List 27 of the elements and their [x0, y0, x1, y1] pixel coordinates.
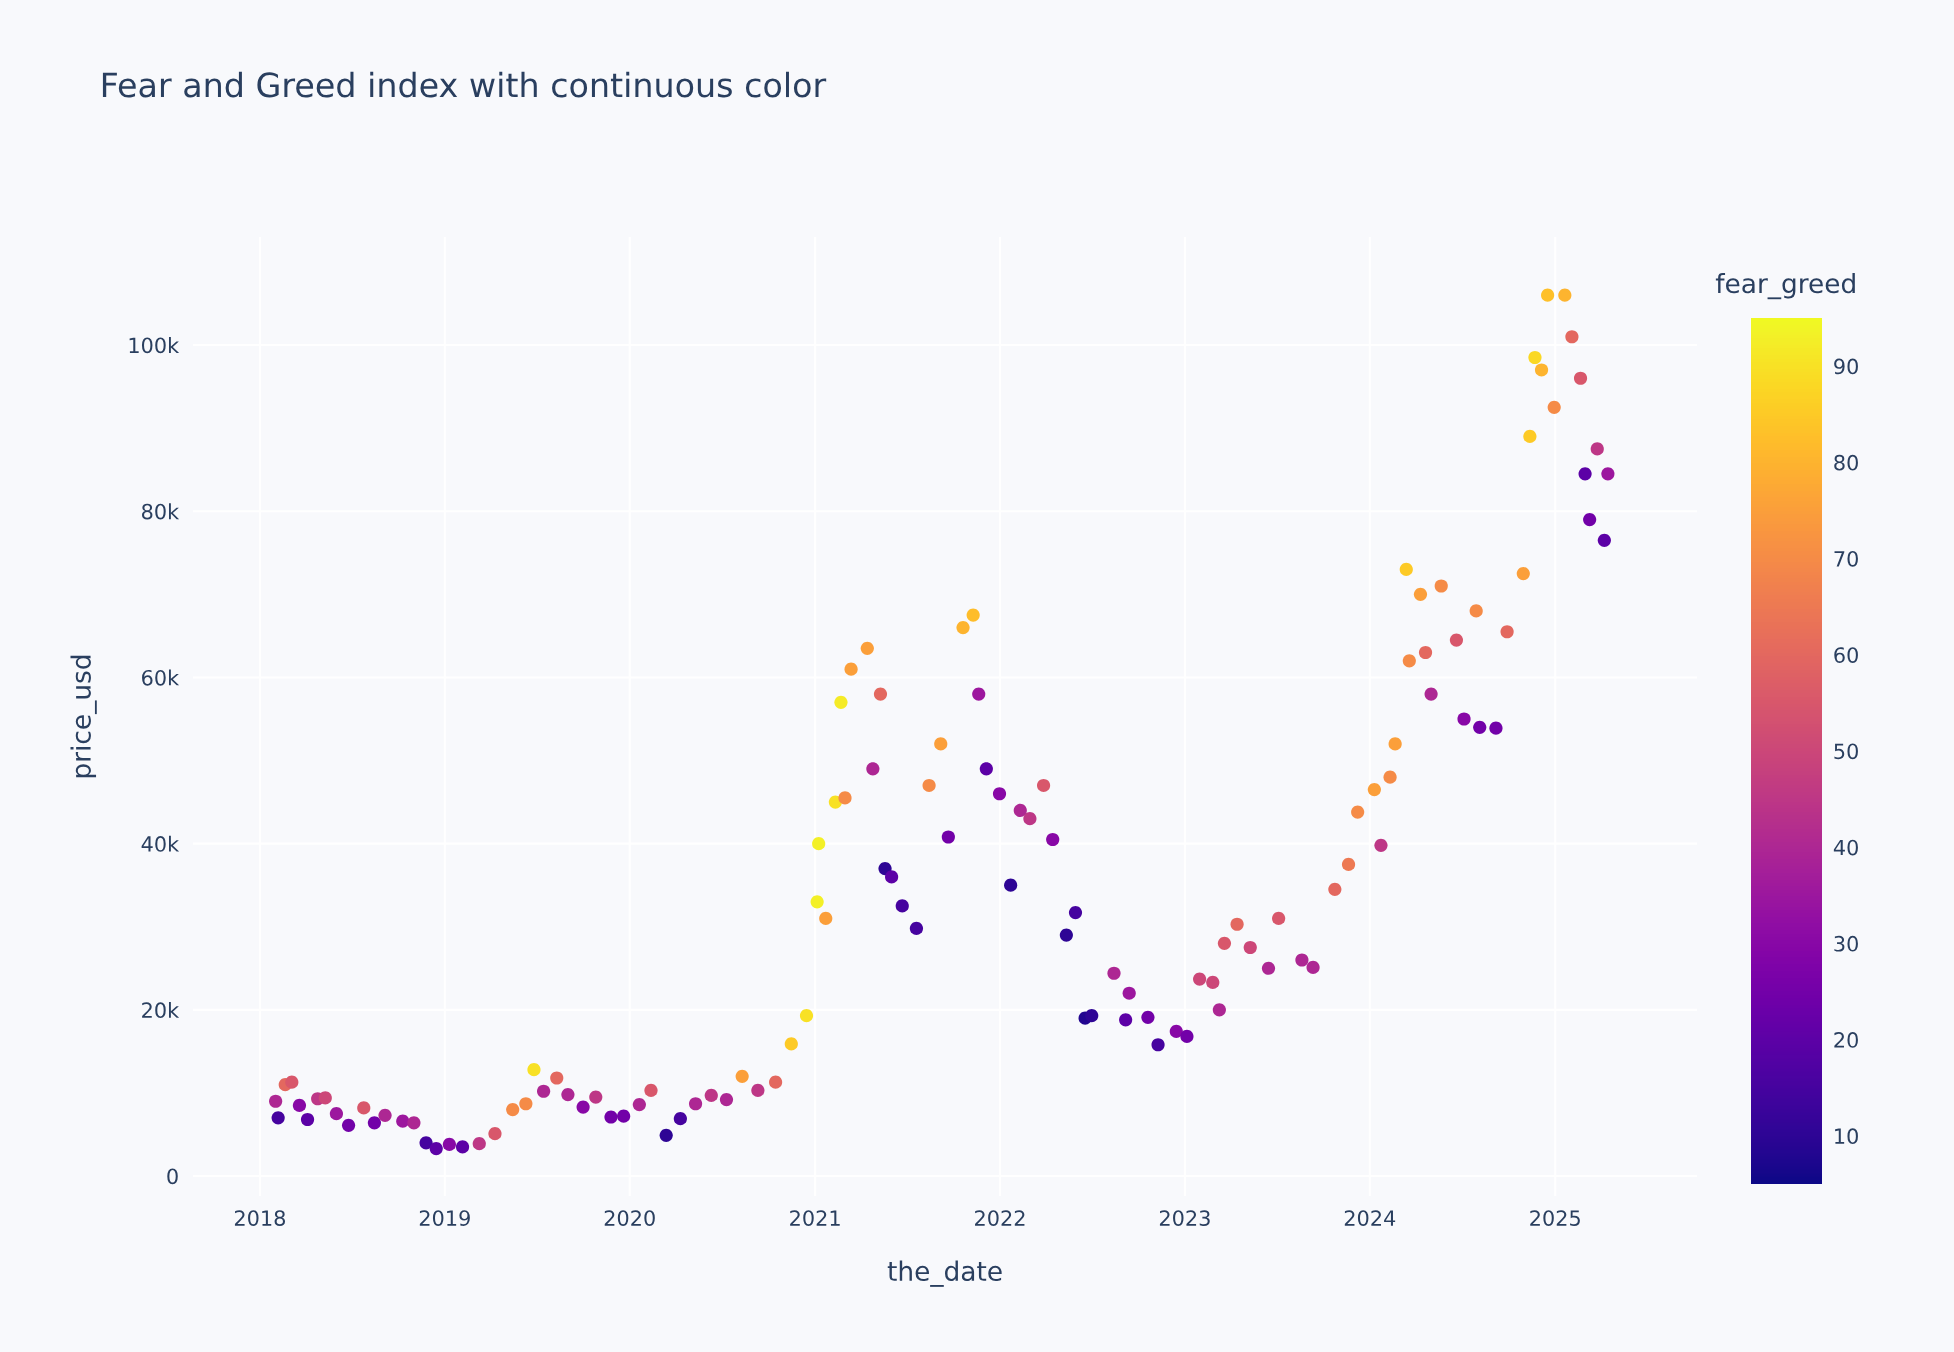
y-tick-label: 40k [141, 835, 180, 852]
chart-title: Fear and Greed index with continuous color [102, 71, 827, 98]
y-tick-label: 60k [142, 669, 180, 686]
color-bar-label: 50 [1834, 743, 1858, 760]
color-bar-label: 10 [1835, 1128, 1858, 1145]
color-bar-label: 90 [1834, 358, 1858, 375]
color-bar-label: 20 [1834, 1032, 1858, 1048]
x-tick-label: 2022 [975, 1210, 1025, 1226]
x-tick-label: 2018 [234, 1210, 286, 1226]
x-tick-label: 2025 [1530, 1210, 1580, 1226]
x-tick-label: 2024 [1344, 1210, 1396, 1226]
color-bar-label: 80 [1834, 454, 1858, 471]
x-tick-label: 2020 [604, 1210, 655, 1226]
color-bar-label: 30 [1834, 935, 1858, 952]
x-tick-label: 2023 [1159, 1210, 1210, 1226]
color-bar-label: 70 [1834, 550, 1858, 567]
color-bar-label: 60 [1834, 647, 1858, 663]
x-tick-label: 2019 [419, 1210, 470, 1226]
y-axis-title: price_usd [70, 655, 97, 778]
y-tick-label: 0 [167, 1168, 178, 1185]
x-tick-label: 2021 [790, 1210, 840, 1226]
y-tick-label: 100k [129, 337, 180, 354]
x-axis-title: the_date [887, 1260, 1002, 1287]
y-tick-label: 80k [142, 503, 180, 520]
color-bar-title: fear_greed [1715, 272, 1855, 300]
y-tick-label: 20k [142, 1001, 180, 1019]
color-bar-label: 40 [1833, 839, 1858, 856]
